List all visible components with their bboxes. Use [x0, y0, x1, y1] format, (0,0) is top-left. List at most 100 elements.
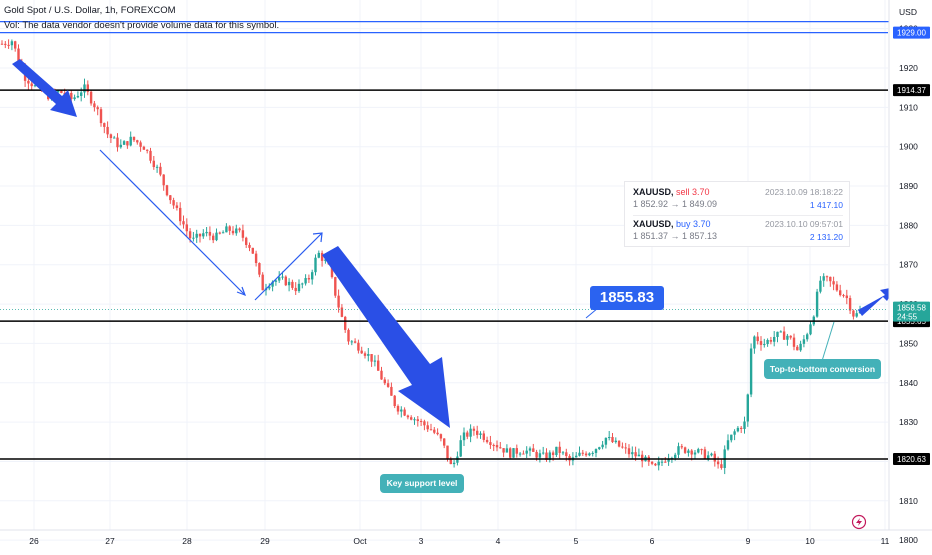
candle-body [766, 339, 769, 345]
price-label-1855[interactable]: 1855.83 [590, 286, 664, 310]
candle-body [30, 83, 33, 87]
candle-body [205, 231, 208, 234]
x-tick-label: 6 [650, 536, 655, 546]
candle-body [179, 207, 182, 222]
candle-body [126, 141, 129, 146]
candle-body [476, 430, 479, 435]
level-tag: 1914.37 [897, 86, 926, 95]
candle-body [509, 448, 512, 458]
candle-body [657, 461, 660, 466]
candle-body [360, 350, 363, 354]
candle-body [697, 449, 700, 453]
candle-body [634, 452, 637, 457]
candle-body [291, 281, 294, 288]
level-tag-bg [893, 84, 930, 97]
x-tick-label: 11 [881, 536, 890, 546]
candle-body [212, 235, 215, 241]
last-price-tag-bg [893, 301, 930, 322]
candle-body [495, 445, 499, 448]
candle-body [565, 452, 568, 457]
candle-body [683, 447, 687, 453]
candle-body [482, 433, 485, 440]
x-tick-label: 26 [29, 536, 39, 546]
candle-body [796, 346, 799, 351]
candle-body [353, 341, 357, 343]
symbol-title[interactable]: Gold Spot / U.S. Dollar, 1h, FOREXCOM [4, 5, 176, 16]
candle-body [363, 353, 367, 356]
candle-body [238, 228, 241, 231]
candle-body [489, 442, 492, 446]
candle-body [621, 446, 624, 448]
candle-body [746, 394, 749, 422]
candle-body [80, 92, 83, 96]
candle-body [736, 427, 740, 432]
candle-body [152, 160, 155, 168]
candle-body [99, 109, 103, 124]
candle-body [525, 450, 528, 454]
candle-body [819, 280, 822, 292]
candle-body [377, 360, 380, 371]
candle-body [680, 446, 683, 448]
candle-body [347, 329, 350, 342]
candle-body [221, 232, 225, 234]
candle-body [373, 360, 377, 362]
arrow-up-right[interactable] [858, 287, 895, 316]
candle-body [14, 41, 17, 49]
candle-body [406, 415, 410, 418]
candle-body [591, 452, 594, 454]
candle-body [268, 286, 271, 289]
y-tick-label: 1910 [899, 102, 918, 112]
currency-button[interactable]: USD [899, 7, 917, 17]
candle-body [769, 339, 773, 342]
x-tick-label: 28 [182, 536, 192, 546]
trade-datetime: 2023.10.10 09:57:01 [765, 219, 843, 229]
candle-body [169, 195, 172, 201]
candle-body [588, 453, 591, 456]
x-tick-label: 5 [574, 536, 579, 546]
candle-body [611, 436, 614, 443]
candle-body [459, 440, 462, 457]
candle-body [334, 277, 337, 296]
candle-body [667, 458, 670, 462]
lightning-icon[interactable] [851, 514, 867, 530]
candle-body [367, 354, 370, 356]
candle-body [165, 185, 169, 196]
trend-line-up-head [312, 232, 323, 243]
candle-body [631, 452, 634, 455]
candle-body [542, 452, 545, 454]
arrow-down-big[interactable] [322, 246, 450, 428]
arrow-down-small[interactable] [12, 59, 77, 117]
trend-line-down[interactable] [99, 149, 246, 296]
price-axis: 1800181018201830184018501860187018801890… [888, 0, 932, 550]
trend-line-up[interactable] [254, 232, 323, 301]
candle-body [10, 41, 14, 46]
candle-body [713, 453, 716, 462]
candle-body [472, 428, 476, 431]
candle-body [344, 316, 347, 330]
candle-body [581, 452, 584, 454]
candle-body [443, 438, 446, 446]
candle-body [228, 226, 231, 231]
trades-panel: XAUUSD, sell 3.70 1 852.92 → 1 849.09 20… [624, 181, 850, 247]
trade-volume: 2 131.20 [809, 232, 843, 242]
candle-body [258, 263, 261, 275]
trade-row: XAUUSD, sell 3.70 1 852.92 → 1 849.09 20… [633, 187, 843, 213]
candle-body [162, 174, 165, 186]
candle-body [446, 445, 449, 459]
candle-body [93, 103, 96, 108]
conversion-callout[interactable]: Top-to-bottom conversion [764, 359, 881, 379]
x-tick-label: 29 [260, 536, 270, 546]
candle-body [261, 274, 264, 291]
candle-body [693, 452, 697, 455]
candle-body [27, 80, 30, 84]
candle-body [617, 440, 621, 447]
candle-body [815, 291, 819, 317]
candle-body [70, 92, 73, 100]
candle-body [370, 354, 373, 362]
candle-body [637, 454, 641, 457]
key-support-callout[interactable]: Key support level [380, 474, 464, 493]
candle-body [136, 140, 139, 143]
countdown-label: 24:55 [897, 313, 918, 322]
